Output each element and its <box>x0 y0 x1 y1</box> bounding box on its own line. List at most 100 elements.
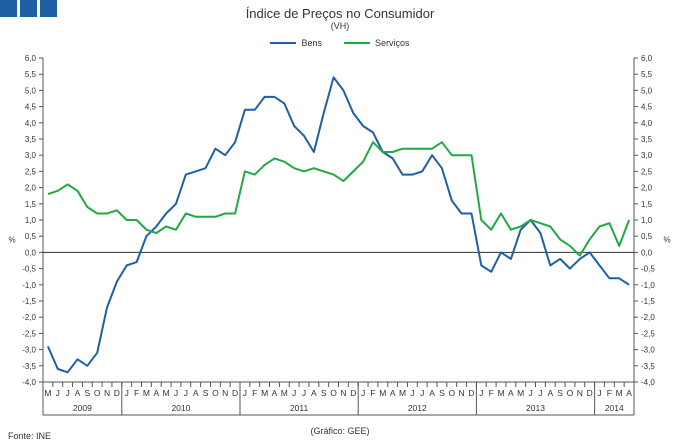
y-tick-label-left: 0,5 <box>25 232 37 241</box>
x-month-label: F <box>252 388 257 398</box>
x-month-label: J <box>479 388 483 398</box>
x-month-label: J <box>361 388 365 398</box>
y-tick-label-left: 3,5 <box>25 135 37 144</box>
legend-item-servicos: Serviços <box>344 38 410 48</box>
x-month-label: N <box>104 388 110 398</box>
legend-label-servicos: Serviços <box>375 38 410 48</box>
y-tick-label-right: 2,5 <box>641 167 653 176</box>
x-month-label: F <box>489 388 494 398</box>
y-tick-label-right: 1,0 <box>641 216 653 225</box>
y-tick-label-right: -4,0 <box>641 378 655 387</box>
x-month-label: J <box>410 388 414 398</box>
logo-square <box>20 0 37 17</box>
y-tick-label-right: 3,0 <box>641 151 653 160</box>
x-month-label: D <box>468 388 474 398</box>
x-month-label: M <box>517 388 524 398</box>
legend-swatch-bens <box>270 42 297 44</box>
y-tick-label-left: 0,0 <box>25 248 37 257</box>
x-month-label: A <box>390 388 396 398</box>
y-tick-label-left: 2,5 <box>25 167 37 176</box>
y-tick-label-right: -2,0 <box>641 313 655 322</box>
logo-square <box>40 0 57 17</box>
x-month-label: A <box>429 388 435 398</box>
x-month-label: O <box>448 388 455 398</box>
y-tick-label-left: 5,0 <box>25 86 37 95</box>
x-year-label: 2012 <box>408 403 427 413</box>
y-tick-label-right: 1,5 <box>641 200 653 209</box>
logo-square <box>0 0 17 17</box>
x-year-label: 2011 <box>290 403 309 413</box>
x-month-label: M <box>399 388 406 398</box>
x-month-label: J <box>174 388 178 398</box>
series-line-bens <box>46 76 630 374</box>
y-tick-label-left: -1,5 <box>22 297 36 306</box>
y-tick-label-left: -3,0 <box>22 346 36 355</box>
chart-title: Índice de Preços no Consumidor <box>245 6 435 21</box>
x-month-label: M <box>261 388 268 398</box>
x-month-label: S <box>321 388 327 398</box>
chart-legend: Bens Serviços <box>0 38 680 48</box>
x-month-label: A <box>153 388 159 398</box>
x-month-label: J <box>184 388 188 398</box>
x-month-label: F <box>134 388 139 398</box>
y-tick-label-right: 4,0 <box>641 119 653 128</box>
chart-credit: (Gráfico: GEE) <box>310 426 370 436</box>
x-month-label: J <box>538 388 542 398</box>
x-month-label: A <box>626 388 632 398</box>
x-month-label: J <box>125 388 129 398</box>
x-month-label: A <box>272 388 278 398</box>
y-tick-label-left: -2,0 <box>22 313 36 322</box>
legend-label-bens: Bens <box>301 38 322 48</box>
y-tick-label-right: 5,5 <box>641 70 653 79</box>
source-note: Fonte: INE <box>8 431 52 441</box>
y-tick-label-right: 6,0 <box>641 54 653 63</box>
x-month-label: A <box>508 388 514 398</box>
x-month-label: S <box>84 388 90 398</box>
y-tick-label-right: 4,5 <box>641 103 653 112</box>
series-line-servicos <box>47 141 631 257</box>
x-month-label: M <box>281 388 288 398</box>
x-month-label: N <box>340 388 346 398</box>
x-month-label: F <box>607 388 612 398</box>
legend-item-bens: Bens <box>270 38 322 48</box>
x-year-label: 2014 <box>605 403 624 413</box>
y-tick-label-left: -4,0 <box>22 378 36 387</box>
x-month-label: A <box>75 388 81 398</box>
y-tick-label-left: 2,0 <box>25 184 37 193</box>
x-month-label: J <box>243 388 247 398</box>
x-year-label: 2010 <box>171 403 190 413</box>
y-tick-label-left: 1,5 <box>25 200 37 209</box>
x-month-label: D <box>232 388 238 398</box>
x-month-label: A <box>547 388 553 398</box>
y-tick-label-right: 5,0 <box>641 86 653 95</box>
y-tick-label-left: 5,5 <box>25 70 37 79</box>
x-month-label: S <box>439 388 445 398</box>
y-tick-label-left: 3,0 <box>25 151 37 160</box>
x-month-label: M <box>143 388 150 398</box>
x-month-label: J <box>292 388 296 398</box>
y-tick-label-right: -1,0 <box>641 281 655 290</box>
x-month-label: J <box>56 388 60 398</box>
y-tick-label-left: 6,0 <box>25 54 37 63</box>
y-tick-label-left: -1,0 <box>22 281 36 290</box>
x-month-label: A <box>311 388 317 398</box>
chart-subtitle: (VH) <box>330 21 350 31</box>
y-tick-label-right: 0,5 <box>641 232 653 241</box>
y-axis-label-left: % <box>8 236 15 245</box>
y-tick-label-left: 4,0 <box>25 119 37 128</box>
x-month-label: O <box>330 388 337 398</box>
x-month-label: O <box>212 388 219 398</box>
y-tick-label-left: -2,5 <box>22 329 36 338</box>
y-tick-label-right: -0,5 <box>641 265 655 274</box>
x-month-label: S <box>203 388 209 398</box>
x-month-label: M <box>44 388 51 398</box>
y-tick-label-left: 4,5 <box>25 103 37 112</box>
gee-logo <box>0 0 57 17</box>
y-tick-label-right: -3,0 <box>641 346 655 355</box>
x-month-label: M <box>163 388 170 398</box>
x-month-label: J <box>528 388 532 398</box>
x-month-label: D <box>114 388 120 398</box>
y-tick-label-right: 2,0 <box>641 184 653 193</box>
x-month-label: S <box>557 388 563 398</box>
